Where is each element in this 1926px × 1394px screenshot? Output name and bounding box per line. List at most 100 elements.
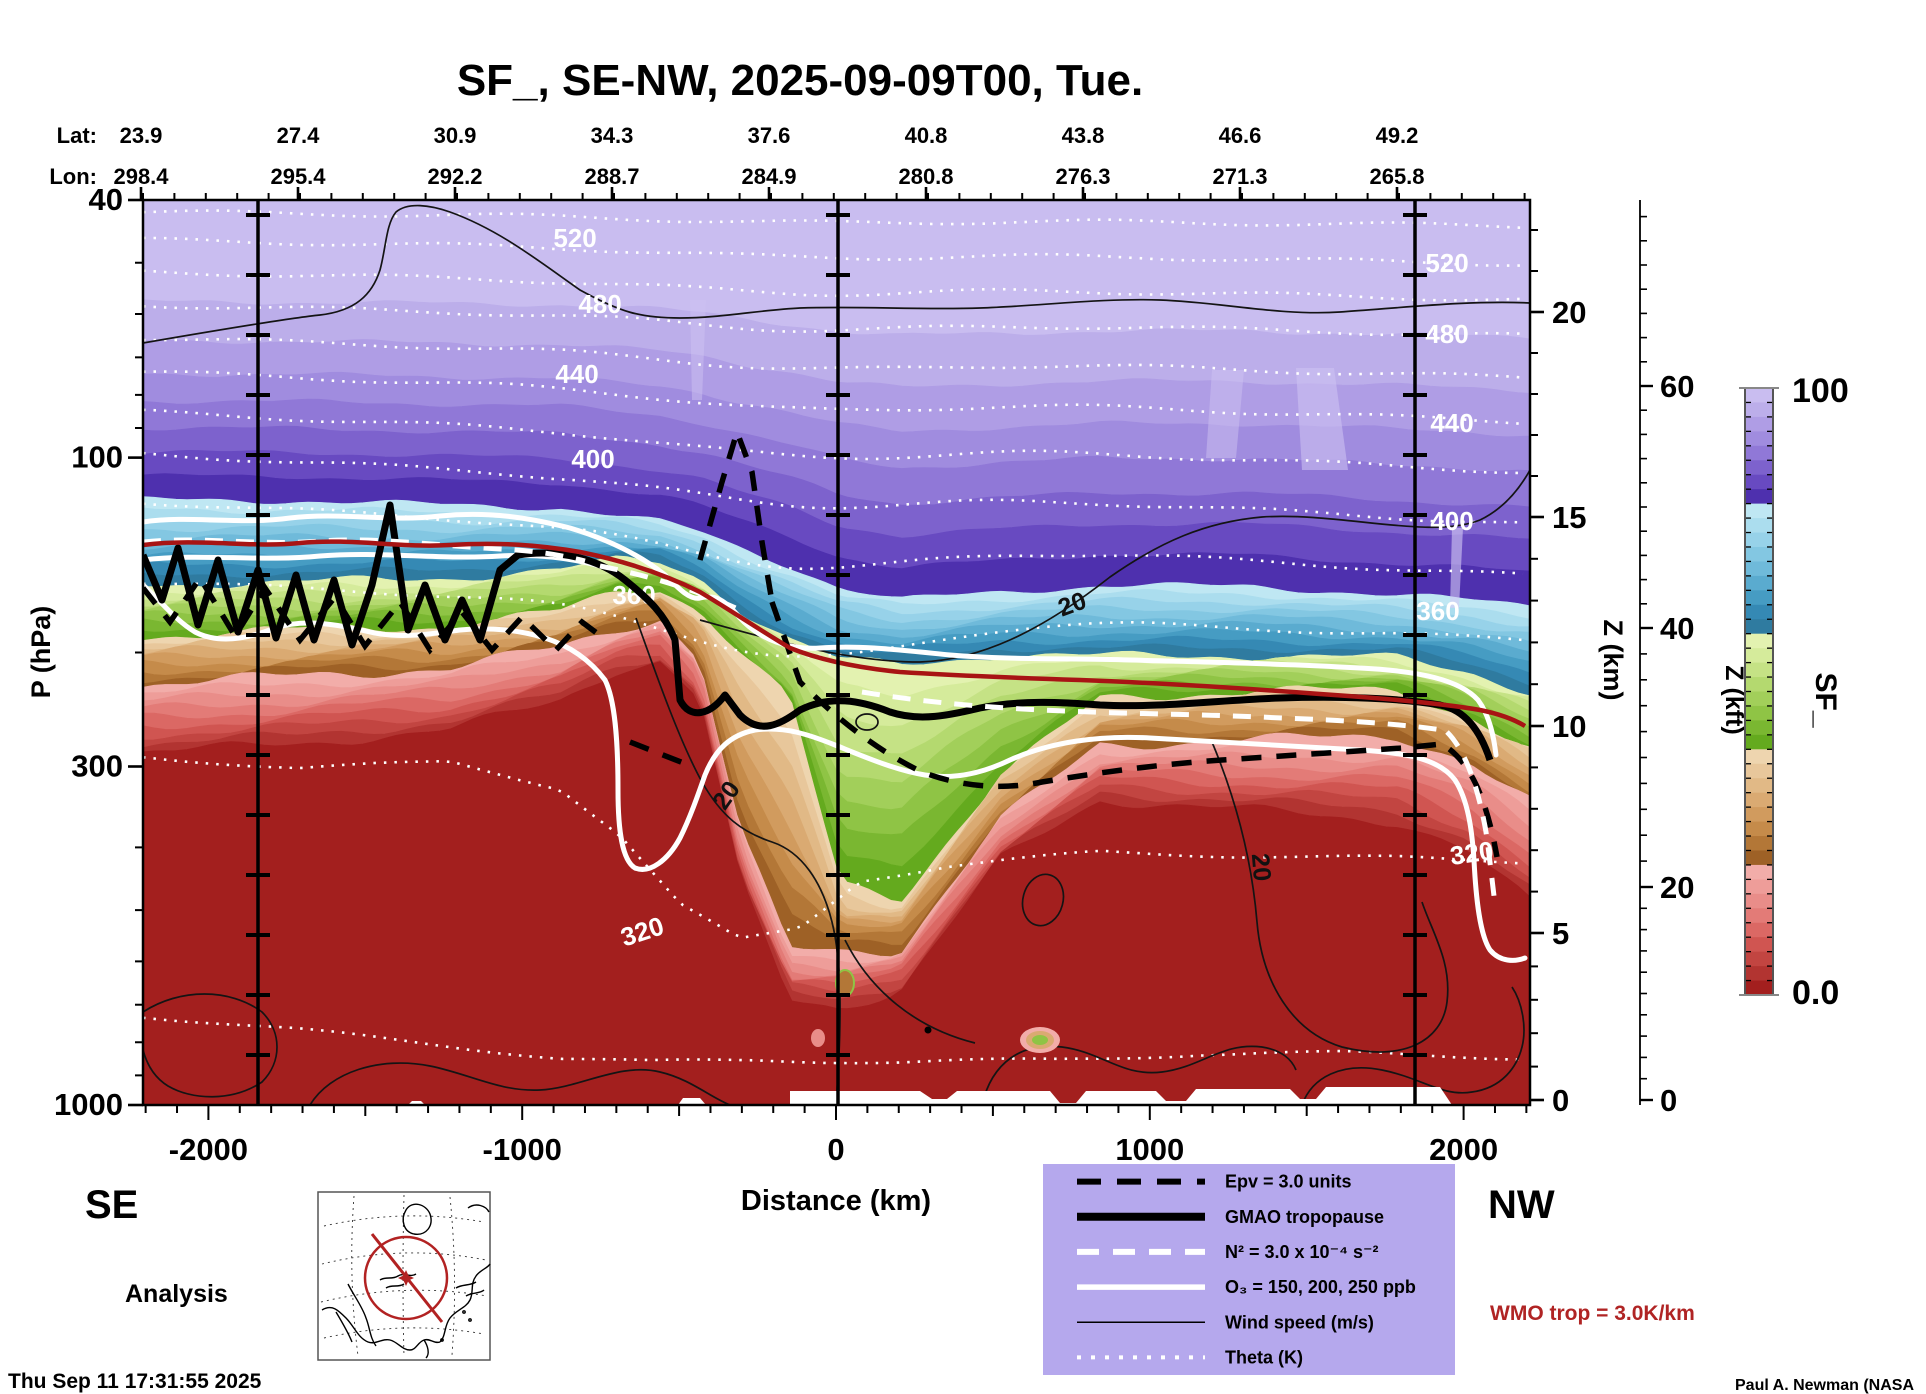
colorbar-segment bbox=[1745, 836, 1773, 852]
lon-value: 280.8 bbox=[898, 164, 953, 189]
colorbar-segment bbox=[1745, 561, 1773, 577]
colorbar-segment bbox=[1745, 763, 1773, 779]
figure-title: SF_, SE-NW, 2025-09-09T00, Tue. bbox=[457, 56, 1143, 105]
o3-contour bbox=[143, 582, 1528, 963]
wind-contour bbox=[981, 1045, 1297, 1105]
plot-border bbox=[141, 198, 1532, 1107]
legend-box bbox=[1043, 1164, 1455, 1375]
lon-value: 292.2 bbox=[427, 164, 482, 189]
colorbar-segment bbox=[1745, 691, 1773, 707]
zkm-tick-label: 20 bbox=[1552, 295, 1586, 330]
wind-speed-contours bbox=[143, 204, 1530, 1105]
distance-tick-label: -1000 bbox=[483, 1132, 562, 1167]
plot-area: 5204804404003605204804404003603203202020… bbox=[143, 200, 1530, 1105]
lon-row-label: Lon: bbox=[49, 164, 97, 189]
colorbar-segment bbox=[1745, 879, 1773, 895]
lat-value: 23.9 bbox=[120, 123, 163, 148]
colorbar-segment bbox=[1745, 460, 1773, 476]
o3-contour bbox=[143, 511, 1499, 758]
distance-tick-label: 1000 bbox=[1115, 1132, 1184, 1167]
timestamp: Thu Sep 11 17:31:55 2025 bbox=[8, 1370, 262, 1393]
colorbar-segment bbox=[1745, 489, 1773, 505]
blob bbox=[924, 1026, 932, 1034]
colorbar-segment bbox=[1745, 633, 1773, 649]
theta-label: 400 bbox=[571, 444, 614, 474]
wind-contour bbox=[143, 204, 1530, 344]
colorbar-segment bbox=[1745, 966, 1773, 982]
pressure-tick-label: 1000 bbox=[54, 1087, 123, 1122]
nw-endpoint-label: NW bbox=[1488, 1183, 1555, 1227]
colorbar-segment bbox=[1745, 922, 1773, 938]
terrain bbox=[678, 1098, 706, 1105]
colorbar bbox=[1739, 387, 1779, 996]
lat-value: 43.8 bbox=[1062, 123, 1105, 148]
colorbar-segment bbox=[1745, 908, 1773, 924]
zkft-tick-label: 40 bbox=[1660, 611, 1694, 646]
wind-contour bbox=[699, 469, 1530, 663]
axis-ticks: 40 100 300 1000 -2000 -1000 0 1000 2000 20 15 10 5 0 6… bbox=[54, 182, 1694, 1167]
lon-value: 298.4 bbox=[113, 164, 169, 189]
map-range-circle bbox=[363, 1235, 449, 1321]
waypoint-reference-lines bbox=[246, 200, 1427, 1105]
zkft-tick-label: 0 bbox=[1660, 1083, 1677, 1118]
zkft-tick-label: 60 bbox=[1660, 369, 1694, 404]
lat-value: 37.6 bbox=[748, 123, 791, 148]
epv-contour bbox=[697, 423, 775, 603]
distance-tick-label: 0 bbox=[827, 1132, 844, 1167]
pale-patch bbox=[1450, 528, 1463, 608]
lon-value: 271.3 bbox=[1212, 164, 1267, 189]
lat-value: 49.2 bbox=[1376, 123, 1419, 148]
blob bbox=[1032, 1035, 1048, 1045]
zkm-tick-label: 10 bbox=[1552, 709, 1586, 744]
colorbar-segment bbox=[1745, 951, 1773, 967]
lon-value: 276.3 bbox=[1055, 164, 1110, 189]
lon-value: 284.9 bbox=[741, 164, 796, 189]
se-endpoint-label: SE bbox=[85, 1183, 138, 1227]
wind-contour-loop bbox=[855, 713, 879, 731]
lat-value: 30.9 bbox=[434, 123, 477, 148]
wind-contour bbox=[143, 993, 278, 1098]
colorbar-segment bbox=[1745, 431, 1773, 447]
lat-row-label: Lat: bbox=[57, 123, 97, 148]
analysis-label: Analysis bbox=[125, 1280, 228, 1308]
zkm-axis-label: Z (km) bbox=[1598, 620, 1628, 701]
map-inset bbox=[317, 1191, 491, 1361]
distance-axis-label: Distance (km) bbox=[741, 1185, 931, 1217]
colorbar-segment bbox=[1745, 445, 1773, 461]
legend-item-label: Wind speed (m/s) bbox=[1225, 1312, 1374, 1332]
colorbar-segment bbox=[1745, 720, 1773, 736]
colorbar-segment bbox=[1745, 749, 1773, 765]
legend-item-label: Epv = 3.0 units bbox=[1225, 1172, 1352, 1192]
colorbar-segment bbox=[1745, 662, 1773, 678]
wind-speed-label: 20 bbox=[1246, 852, 1276, 882]
wind-contour bbox=[844, 939, 976, 1044]
credit: Paul A. Newman (NASA bbox=[1735, 1377, 1914, 1394]
pale-patch bbox=[690, 300, 706, 400]
wind-contour bbox=[309, 1062, 731, 1105]
colorbar-segment bbox=[1745, 792, 1773, 808]
theta-label: 520 bbox=[553, 223, 596, 253]
legend-item-label: GMAO tropopause bbox=[1225, 1207, 1384, 1227]
distance-tick-label: 2000 bbox=[1429, 1132, 1498, 1167]
lon-value: 288.7 bbox=[584, 164, 639, 189]
theta-contour-380 bbox=[143, 502, 1524, 575]
colorbar-segment bbox=[1745, 821, 1773, 837]
colorbar-segment bbox=[1745, 705, 1773, 722]
wind-contour-loop bbox=[1021, 873, 1065, 927]
colorbar-segment bbox=[1745, 619, 1773, 635]
n2-contour bbox=[143, 537, 586, 564]
colorbar-segment bbox=[1745, 532, 1773, 548]
lat-value: 34.3 bbox=[591, 123, 634, 148]
theta-contour-320 bbox=[143, 756, 1524, 939]
lat-value: 40.8 bbox=[905, 123, 948, 148]
map-coastlines bbox=[321, 1203, 491, 1359]
colorbar-max-label: 100 bbox=[1792, 372, 1849, 410]
colorbar-segment bbox=[1745, 677, 1773, 693]
map-center-star bbox=[398, 1270, 414, 1286]
epv-contour bbox=[769, 601, 1500, 858]
lat-value: 27.4 bbox=[277, 123, 321, 148]
colorbar-segment bbox=[1745, 648, 1773, 664]
theta-label: 400 bbox=[1430, 506, 1473, 536]
epv-contour bbox=[143, 572, 608, 655]
